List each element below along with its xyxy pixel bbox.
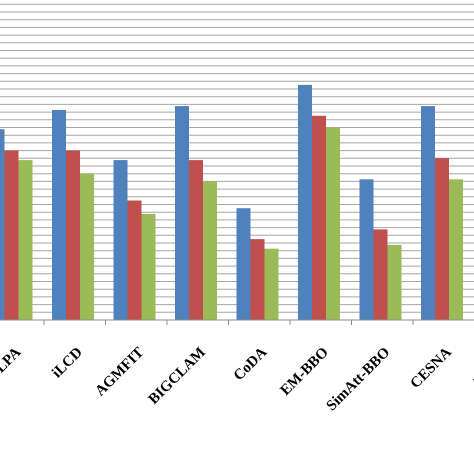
bar-1-agmfit <box>113 160 128 320</box>
bar-2-em-bbo <box>312 115 326 320</box>
bar-3-cesna <box>449 179 463 320</box>
x-tick-label: EM-BBO <box>277 345 331 399</box>
bar-3-lpa <box>18 160 33 320</box>
bar-2-coda <box>250 239 265 320</box>
bar-2-lpa <box>4 150 19 320</box>
bar-3-coda <box>264 248 279 320</box>
x-tick-label: BIGCLAM <box>146 345 209 408</box>
x-tick-label: SimAtt-BBO <box>324 345 394 415</box>
bar-3-ilcd <box>80 173 94 320</box>
bar-2-simatt-bbo <box>373 229 388 320</box>
x-tick-label: AGMFIT <box>92 345 147 400</box>
bar-3-agmfit <box>141 214 156 320</box>
bar-3-bigclam <box>203 181 217 320</box>
x-tick-label: CESNA <box>408 344 455 391</box>
bar-1-em-bbo <box>298 84 312 321</box>
bar-1-bigclam <box>175 106 189 320</box>
bar-2-ilcd <box>66 150 80 320</box>
bars <box>0 84 463 321</box>
bar-1-simatt-bbo <box>359 179 374 320</box>
x-ticks <box>43 320 414 325</box>
bar-3-simatt-bbo <box>387 244 402 320</box>
bar-2-cesna <box>435 158 449 320</box>
bar-1-lpa <box>0 129 5 320</box>
x-tick-label: LPA <box>0 344 24 376</box>
bar-3-em-bbo <box>326 127 340 320</box>
bar-1-ilcd <box>52 110 66 320</box>
x-tick-label: CoDA <box>231 344 271 384</box>
x-tick-label: iLCD <box>49 344 86 381</box>
bar-2-agmfit <box>127 200 142 320</box>
bar-2-bigclam <box>189 160 203 320</box>
bar-1-cesna <box>421 106 435 320</box>
bar-1-coda <box>236 208 251 320</box>
